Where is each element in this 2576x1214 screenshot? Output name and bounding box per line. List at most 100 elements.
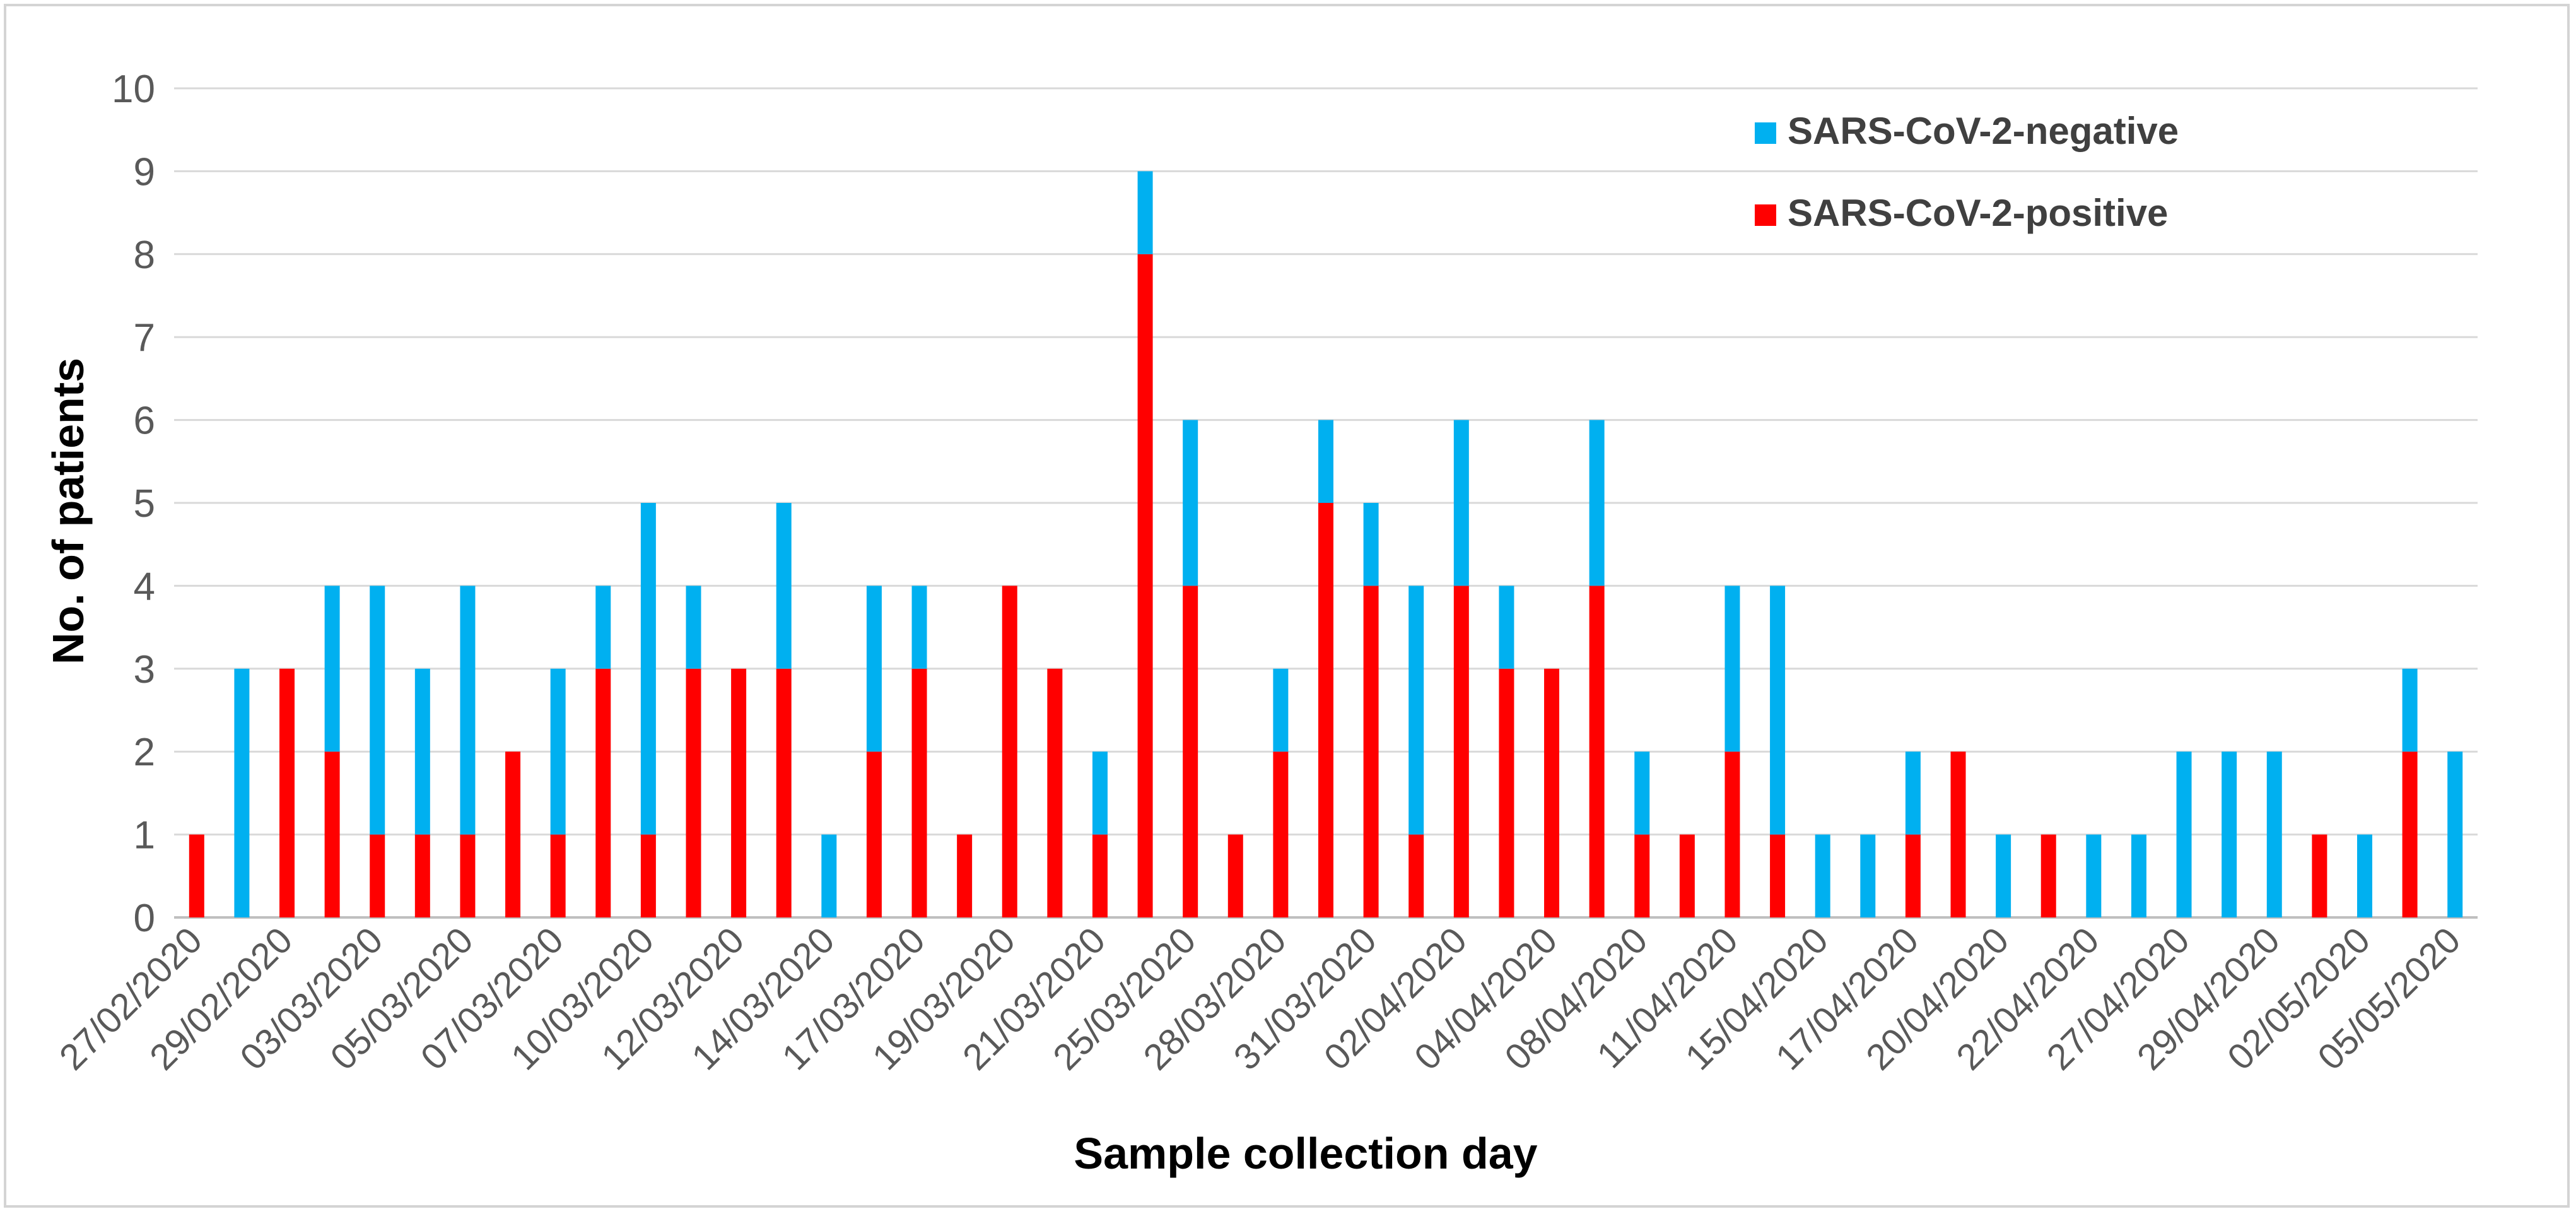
bar-positive-03/04/2020 — [1499, 668, 1514, 917]
legend-positive-swatch — [1755, 204, 1776, 226]
y-tick-label: 1 — [134, 814, 155, 857]
bar-negative-28/02/2020 — [234, 668, 250, 917]
bar-positive-17/03/2020 — [911, 668, 927, 917]
bar-positive-16/03/2020 — [866, 751, 882, 917]
bar-positive-09/03/2020 — [595, 668, 611, 917]
bar-negative-14/04/2020 — [1770, 586, 1786, 835]
bar-positive-29/02/2020 — [279, 668, 295, 917]
bar-positive-20/03/2020 — [1047, 668, 1063, 917]
bar-negative-27/04/2020 — [2176, 751, 2192, 917]
bar-positive-08/04/2020 — [1634, 834, 1650, 917]
bar-positive-27/03/2020 — [1227, 834, 1243, 917]
bar-positive-04/05/2020 — [2402, 751, 2418, 917]
bar-positive-02/03/2020 — [324, 751, 340, 917]
bar-positive-12/03/2020 — [731, 668, 747, 917]
bar-negative-11/04/2020 — [1724, 586, 1740, 752]
bar-positive-18/04/2020 — [1950, 751, 1966, 917]
bar-positive-05/03/2020 — [460, 834, 476, 917]
bar-positive-11/04/2020 — [1724, 751, 1740, 917]
bar-negative-08/04/2020 — [1634, 751, 1650, 835]
y-tick-label: 2 — [134, 731, 155, 774]
bar-negative-24/03/2020 — [1137, 171, 1153, 254]
y-axis-title: No. of patients — [44, 358, 93, 664]
y-tick-label: 4 — [134, 565, 155, 608]
bar-negative-30/03/2020 — [1318, 420, 1333, 503]
bar-negative-07/04/2020 — [1589, 420, 1605, 586]
bar-negative-05/03/2020 — [460, 586, 476, 835]
bar-negative-02/03/2020 — [324, 586, 340, 752]
bar-negative-17/03/2020 — [911, 586, 927, 669]
bar-negative-24/04/2020 — [2131, 834, 2146, 917]
bar-negative-05/05/2020 — [2447, 751, 2463, 917]
bar-positive-31/03/2020 — [1363, 586, 1379, 917]
bar-negative-28/03/2020 — [1273, 668, 1289, 752]
bar-positive-21/04/2020 — [2040, 834, 2056, 917]
y-tick-label: 6 — [134, 399, 155, 443]
bar-positive-07/03/2020 — [550, 834, 566, 917]
bar-positive-17/04/2020 — [1905, 834, 1921, 917]
bar-positive-18/03/2020 — [957, 834, 973, 917]
bar-positive-30/03/2020 — [1318, 503, 1333, 917]
bar-negative-22/04/2020 — [2086, 834, 2102, 917]
bar-positive-27/02/2020 — [189, 834, 204, 917]
bar-negative-10/03/2020 — [640, 503, 656, 835]
bar-negative-09/03/2020 — [595, 586, 611, 669]
bar-negative-11/03/2020 — [686, 586, 701, 669]
bar-positive-02/04/2020 — [1453, 586, 1469, 917]
legend-negative-swatch — [1755, 122, 1776, 144]
bar-negative-25/03/2020 — [1183, 420, 1198, 586]
y-tick-label: 7 — [134, 316, 155, 360]
bar-negative-04/03/2020 — [414, 668, 430, 835]
bar-negative-03/04/2020 — [1499, 586, 1514, 669]
y-tick-label: 5 — [134, 482, 155, 526]
bar-positive-14/04/2020 — [1770, 834, 1786, 917]
bar-negative-04/05/2020 — [2402, 668, 2418, 752]
bar-positive-21/03/2020 — [1092, 834, 1108, 917]
y-tick-label: 10 — [112, 68, 155, 111]
bar-negative-02/05/2020 — [2356, 834, 2372, 917]
bar-positive-07/04/2020 — [1589, 586, 1605, 917]
y-axis-ticks: 0 1 2 3 4 5 6 7 8 9 10 — [112, 68, 155, 940]
bar-positive-04/03/2020 — [414, 834, 430, 917]
bar-positive-19/03/2020 — [1002, 586, 1017, 917]
bar-negative-29/04/2020 — [2266, 751, 2282, 917]
bars — [189, 171, 2463, 917]
bar-positive-10/03/2020 — [640, 834, 656, 917]
bar-positive-09/04/2020 — [1679, 834, 1695, 917]
y-tick-label: 3 — [134, 648, 155, 692]
bar-negative-21/03/2020 — [1092, 751, 1108, 835]
bar-negative-17/04/2020 — [1905, 751, 1921, 835]
bar-positive-30/04/2020 — [2312, 834, 2327, 917]
bar-negative-20/04/2020 — [1996, 834, 2011, 917]
x-axis-title: Sample collection day — [1074, 1129, 1537, 1178]
bar-negative-03/03/2020 — [370, 586, 385, 835]
bar-positive-28/03/2020 — [1273, 751, 1289, 917]
bar-positive-24/03/2020 — [1137, 254, 1153, 917]
legend-positive-label: SARS-CoV-2-positive — [1788, 192, 2168, 234]
bar-negative-31/03/2020 — [1363, 503, 1379, 586]
bar-negative-16/03/2020 — [866, 586, 882, 752]
bar-positive-11/03/2020 — [686, 668, 701, 917]
bar-negative-13/03/2020 — [776, 503, 792, 669]
bar-negative-02/04/2020 — [1453, 420, 1469, 586]
bar-positive-04/04/2020 — [1544, 668, 1560, 917]
bar-negative-14/03/2020 — [821, 834, 837, 917]
y-tick-label: 0 — [134, 897, 155, 940]
bar-negative-16/04/2020 — [1860, 834, 1876, 917]
legend: SARS-CoV-2-negative SARS-CoV-2-positive — [1755, 110, 2179, 234]
chart-frame: 0 1 2 3 4 5 6 7 8 9 10 27/02/2020 29/02/2020 03/03/2… — [4, 4, 2570, 1208]
y-tick-label: 9 — [134, 150, 155, 194]
x-axis-ticks: 27/02/202029/02/202003/03/202005/03/2020… — [52, 919, 2469, 1078]
legend-negative-label: SARS-CoV-2-negative — [1788, 110, 2179, 152]
bar-negative-01/04/2020 — [1408, 586, 1424, 835]
bar-negative-07/03/2020 — [550, 668, 566, 835]
bar-positive-06/03/2020 — [505, 751, 521, 917]
chart-svg: 0 1 2 3 4 5 6 7 8 9 10 27/02/202029/02/202003/03/2… — [44, 68, 2478, 1178]
bar-negative-15/04/2020 — [1815, 834, 1830, 917]
bar-positive-25/03/2020 — [1183, 586, 1198, 917]
bar-negative-28/04/2020 — [2222, 751, 2237, 917]
bar-positive-03/03/2020 — [370, 834, 385, 917]
bar-positive-01/04/2020 — [1408, 834, 1424, 917]
bar-positive-13/03/2020 — [776, 668, 792, 917]
y-tick-label: 8 — [134, 233, 155, 277]
